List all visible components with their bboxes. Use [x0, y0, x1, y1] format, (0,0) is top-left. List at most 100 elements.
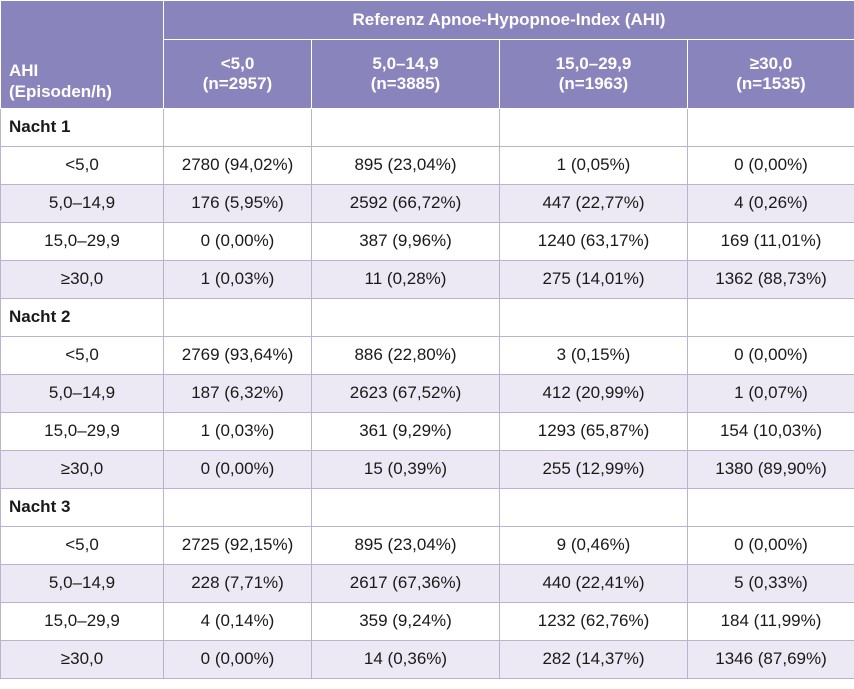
- empty-cell: [311, 108, 500, 147]
- table-row: ≥30,0 0 (0,00%) 15 (0,39%) 255 (12,99%) 1380…: [0, 450, 854, 489]
- value-cell: 4 (0,26%): [687, 184, 854, 223]
- col-header-n: (n=2957): [202, 74, 273, 93]
- col-header-n: (n=1963): [558, 74, 629, 93]
- value-cell: 1240 (63,17%): [499, 222, 688, 261]
- value-cell: 1293 (65,87%): [499, 412, 688, 451]
- value-cell: 1 (0,05%): [499, 146, 688, 185]
- ahi-category-cell: 5,0–14,9: [0, 374, 164, 413]
- value-cell: 0 (0,00%): [163, 640, 312, 679]
- night-label: Nacht 2: [0, 298, 164, 337]
- table-row: <5,0 2725 (92,15%) 895 (23,04%) 9 (0,46%) 0 …: [0, 526, 854, 565]
- value-cell: 440 (22,41%): [499, 564, 688, 603]
- night-label: Nacht 3: [0, 488, 164, 527]
- value-cell: 0 (0,00%): [163, 450, 312, 489]
- table-row: 15,0–29,9 0 (0,00%) 387 (9,96%) 1240 (63,17…: [0, 222, 854, 261]
- table-row: <5,0 2780 (94,02%) 895 (23,04%) 1 (0,05%) 0 …: [0, 146, 854, 185]
- value-cell: 447 (22,77%): [499, 184, 688, 223]
- night-label: Nacht 1: [0, 108, 164, 147]
- col-header-label: 15,0–29,9: [555, 53, 632, 73]
- col-header-label: <5,0: [220, 53, 255, 73]
- ahi-category-cell: <5,0: [0, 526, 164, 565]
- empty-cell: [687, 488, 854, 527]
- table-row: 5,0–14,9 228 (7,71%) 2617 (67,36%) 440 (22,…: [0, 564, 854, 603]
- ahi-category-cell: ≥30,0: [0, 260, 164, 299]
- value-cell: 1346 (87,69%): [687, 640, 854, 679]
- table-row: ≥30,0 0 (0,00%) 14 (0,36%) 282 (14,37%) 1346…: [0, 640, 854, 679]
- value-cell: 387 (9,96%): [311, 222, 500, 261]
- empty-cell: [687, 108, 854, 147]
- night-section-row: Nacht 1: [0, 108, 854, 147]
- value-cell: 4 (0,14%): [163, 602, 312, 641]
- table-body: Nacht 1 <5,0 2780 (94,02%) 895 (23,04%) 1 (0…: [0, 108, 854, 679]
- table-row: <5,0 2769 (93,64%) 886 (22,80%) 3 (0,15%) 0 …: [0, 336, 854, 375]
- value-cell: 895 (23,04%): [311, 146, 500, 185]
- value-cell: 2769 (93,64%): [163, 336, 312, 375]
- value-cell: 359 (9,24%): [311, 602, 500, 641]
- value-cell: 228 (7,71%): [163, 564, 312, 603]
- value-cell: 0 (0,00%): [687, 336, 854, 375]
- value-cell: 169 (11,01%): [687, 222, 854, 261]
- value-cell: 9 (0,46%): [499, 526, 688, 565]
- value-cell: 1380 (89,90%): [687, 450, 854, 489]
- value-cell: 2617 (67,36%): [311, 564, 500, 603]
- ahi-category-cell: <5,0: [0, 336, 164, 375]
- night-section-row: Nacht 3: [0, 488, 854, 527]
- col-header-2: 5,0–14,9 (n=3885): [311, 39, 500, 109]
- table-header: AHI (Episoden/h) Referenz Apnoe-Hypopnoe…: [0, 0, 854, 109]
- ahi-category-cell: 15,0–29,9: [0, 222, 164, 261]
- value-cell: 255 (12,99%): [499, 450, 688, 489]
- col-header-n: (n=1535): [736, 74, 806, 93]
- table-row: 5,0–14,9 176 (5,95%) 2592 (66,72%) 447 (22,…: [0, 184, 854, 223]
- value-cell: 3 (0,15%): [499, 336, 688, 375]
- col-header-3: 15,0–29,9 (n=1963): [499, 39, 688, 109]
- table-row: 5,0–14,9 187 (6,32%) 2623 (67,52%) 412 (20,…: [0, 374, 854, 413]
- value-cell: 1 (0,03%): [163, 260, 312, 299]
- ahi-category-cell: 15,0–29,9: [0, 412, 164, 451]
- value-cell: 11 (0,28%): [311, 260, 500, 299]
- value-cell: 1232 (62,76%): [499, 602, 688, 641]
- table-row: ≥30,0 1 (0,03%) 11 (0,28%) 275 (14,01%) 1362…: [0, 260, 854, 299]
- value-cell: 0 (0,00%): [163, 222, 312, 261]
- value-cell: 176 (5,95%): [163, 184, 312, 223]
- ahi-category-cell: 5,0–14,9: [0, 184, 164, 223]
- value-cell: 412 (20,99%): [499, 374, 688, 413]
- value-cell: 895 (23,04%): [311, 526, 500, 565]
- group-title: Referenz Apnoe-Hypopnoe-Index (AHI): [163, 0, 854, 40]
- value-cell: 15 (0,39%): [311, 450, 500, 489]
- empty-cell: [163, 488, 312, 527]
- value-cell: 0 (0,00%): [687, 526, 854, 565]
- value-cell: 886 (22,80%): [311, 336, 500, 375]
- col-header-4: ≥30,0 (n=1535): [687, 39, 854, 109]
- ahi-category-cell: 15,0–29,9: [0, 602, 164, 641]
- value-cell: 1 (0,07%): [687, 374, 854, 413]
- empty-cell: [311, 298, 500, 337]
- value-cell: 154 (10,03%): [687, 412, 854, 451]
- col-header-label: ≥30,0: [749, 53, 793, 73]
- value-cell: 5 (0,33%): [687, 564, 854, 603]
- col-header-n: (n=3885): [370, 74, 441, 93]
- value-cell: 1 (0,03%): [163, 412, 312, 451]
- row-header-ahi: AHI (Episoden/h): [0, 0, 164, 109]
- value-cell: 184 (11,99%): [687, 602, 854, 641]
- value-cell: 14 (0,36%): [311, 640, 500, 679]
- empty-cell: [499, 488, 688, 527]
- value-cell: 1362 (88,73%): [687, 260, 854, 299]
- empty-cell: [687, 298, 854, 337]
- empty-cell: [311, 488, 500, 527]
- empty-cell: [499, 108, 688, 147]
- night-section-row: Nacht 2: [0, 298, 854, 337]
- ahi-category-cell: ≥30,0: [0, 450, 164, 489]
- empty-cell: [163, 298, 312, 337]
- table-row: 15,0–29,9 1 (0,03%) 361 (9,29%) 1293 (65,87…: [0, 412, 854, 451]
- value-cell: 187 (6,32%): [163, 374, 312, 413]
- value-cell: 2780 (94,02%): [163, 146, 312, 185]
- col-header-1: <5,0 (n=2957): [163, 39, 312, 109]
- value-cell: 0 (0,00%): [687, 146, 854, 185]
- table-row: 15,0–29,9 4 (0,14%) 359 (9,24%) 1232 (62,76…: [0, 602, 854, 641]
- col-header-label: 5,0–14,9: [372, 53, 439, 73]
- value-cell: 282 (14,37%): [499, 640, 688, 679]
- ahi-category-cell: 5,0–14,9: [0, 564, 164, 603]
- value-cell: 361 (9,29%): [311, 412, 500, 451]
- row-header-line2: (Episoden/h): [9, 81, 112, 101]
- value-cell: 275 (14,01%): [499, 260, 688, 299]
